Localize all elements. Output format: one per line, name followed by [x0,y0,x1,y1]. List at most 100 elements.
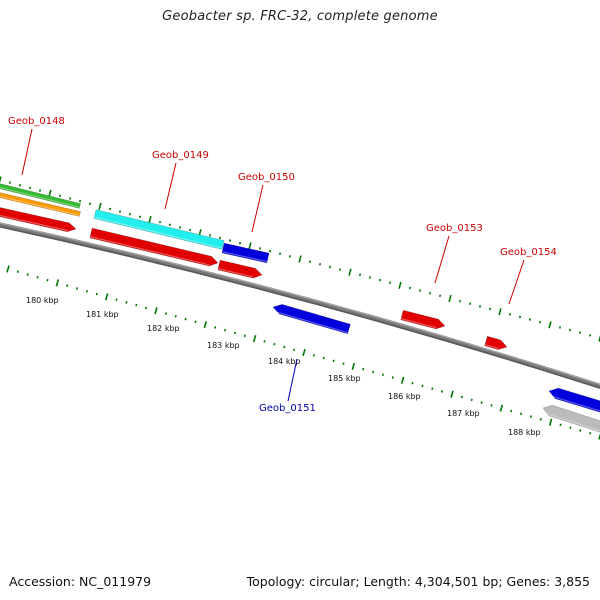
outer-ring-minor-tick [208,233,212,237]
inner-ring-minor-tick [312,353,315,357]
gene-label: Geob_0153 [426,223,483,234]
outer-ring-minor-tick [328,265,332,269]
gene-geob-0148-arrow [0,207,77,233]
scale-label: 184 kbp [268,357,301,366]
inner-ring-minor-tick [520,412,523,416]
green-feature-band [0,183,81,209]
inner-ring-minor-tick [66,284,69,288]
outer-ring-minor-tick [178,226,182,229]
gene-label-leader-line [21,128,33,176]
outer-ring-minor-tick [378,278,382,282]
gene-geob-0150-arrow [217,259,263,279]
inner-ring-minor-tick [194,320,197,324]
scale-label: 188 kbp [508,428,541,437]
scale-label: 183 kbp [207,341,240,350]
outer-ring-minor-tick [128,212,132,216]
feature-layer [0,183,600,433]
outer-ring-minor-tick [388,281,392,285]
gene-label-leader-line [251,184,264,233]
outer-ring-major-tick [398,281,402,289]
outer-ring-minor-tick [278,252,282,256]
inner-ring-major-tick [6,265,10,273]
gray-feature-arrow-sheen [541,411,600,432]
inner-ring-minor-tick [214,326,217,329]
gray-feature-arrow [542,404,600,433]
inner-ring-minor-tick [322,356,325,360]
inner-ring-major-tick [104,293,109,301]
gene-geob-0154-arrow-sheen [484,344,499,350]
gene-label: Geob_0148 [8,116,65,127]
inner-ring-major-tick [154,307,158,315]
outer-ring-major-tick [448,294,452,303]
inner-ring-minor-tick [115,298,118,301]
outer-ring-minor-tick [488,307,492,311]
orange-feature-band [0,192,81,217]
outer-ring-minor-tick [508,312,512,316]
inner-ring-major-tick [302,348,306,357]
inner-ring-major-tick [548,418,553,426]
inner-ring-minor-tick [224,328,227,332]
inner-ring-minor-tick [470,398,473,402]
inner-ring-minor-tick [184,317,187,321]
gene-geob-0149-arrow [89,227,219,267]
scale-label: 180 kbp [26,296,59,305]
gene-geob-0154-arrow [484,335,508,350]
outer-ring-minor-tick [538,320,542,324]
inner-ring-minor-tick [36,276,39,279]
gene-label: Geob_0151 [259,403,316,414]
outer-ring-minor-tick [568,328,572,332]
outer-ring-minor-tick [258,247,262,250]
inner-ring-minor-tick [441,390,444,393]
outer-ring-major-tick [248,242,252,250]
outer-ring-minor-tick [408,286,412,290]
inner-ring-major-tick [598,433,600,440]
inner-ring-minor-tick [263,340,266,343]
gene-geob-0153-arrow-sheen [400,318,437,329]
outer-ring-minor-tick [478,305,482,308]
outer-ring-major-tick [498,308,502,316]
gene-label-leader-line [434,235,450,284]
gene-label: Geob_0150 [238,172,295,183]
gene-label-leader-line [508,259,525,305]
green-feature-band-sheen [0,186,80,208]
gene-label-leader-line [287,358,298,402]
outer-ring-minor-tick [528,318,532,321]
outer-ring-major-tick [48,189,52,197]
outer-ring-minor-tick [8,181,12,184]
outer-ring-minor-tick [438,294,442,298]
inner-ring-minor-tick [421,384,424,388]
outer-ring-minor-tick [78,199,82,203]
outer-ring-minor-tick [558,326,562,329]
inner-ring-minor-tick [243,334,246,338]
gene-label-leader-line [164,162,177,210]
inner-ring-minor-tick [391,376,394,379]
inner-ring-minor-tick [283,345,286,349]
outer-ring-major-tick [0,176,2,184]
inner-ring-minor-tick [26,273,29,276]
outer-ring-major-tick [148,215,152,224]
outer-ring-major-tick [298,255,302,263]
outer-ring-minor-tick [118,210,122,213]
outer-ring-minor-tick [68,197,72,200]
gene-geob-0149-arrow-sheen [89,236,210,266]
outer-ring-major-tick [348,268,352,276]
outer-ring-major-tick [98,202,102,210]
outer-ring-minor-tick [428,291,432,295]
genome-summary-text: Topology: circular; Length: 4,304,501 bp… [246,574,590,589]
inner-ring-minor-tick [490,404,493,407]
inner-ring-minor-tick [174,315,177,318]
inner-ring-minor-tick [569,426,572,429]
label-layer: 180 kbp 181 kbp 182 kbp 183 kbp 184 kbp 185 k… [8,116,557,437]
outer-ring-minor-tick [188,228,192,232]
outer-ring-minor-tick [468,302,472,306]
inner-ring-minor-tick [431,387,434,390]
inner-ring-minor-tick [529,415,532,418]
outer-ring-minor-tick [368,276,372,279]
outer-ring-minor-tick [108,207,112,211]
outer-ring-minor-tick [38,189,42,192]
outer-ring-minor-tick [18,183,22,187]
inner-ring-minor-tick [510,409,513,413]
outer-ring-minor-tick [358,273,362,277]
gene-geob-0153-arrow [400,309,446,330]
